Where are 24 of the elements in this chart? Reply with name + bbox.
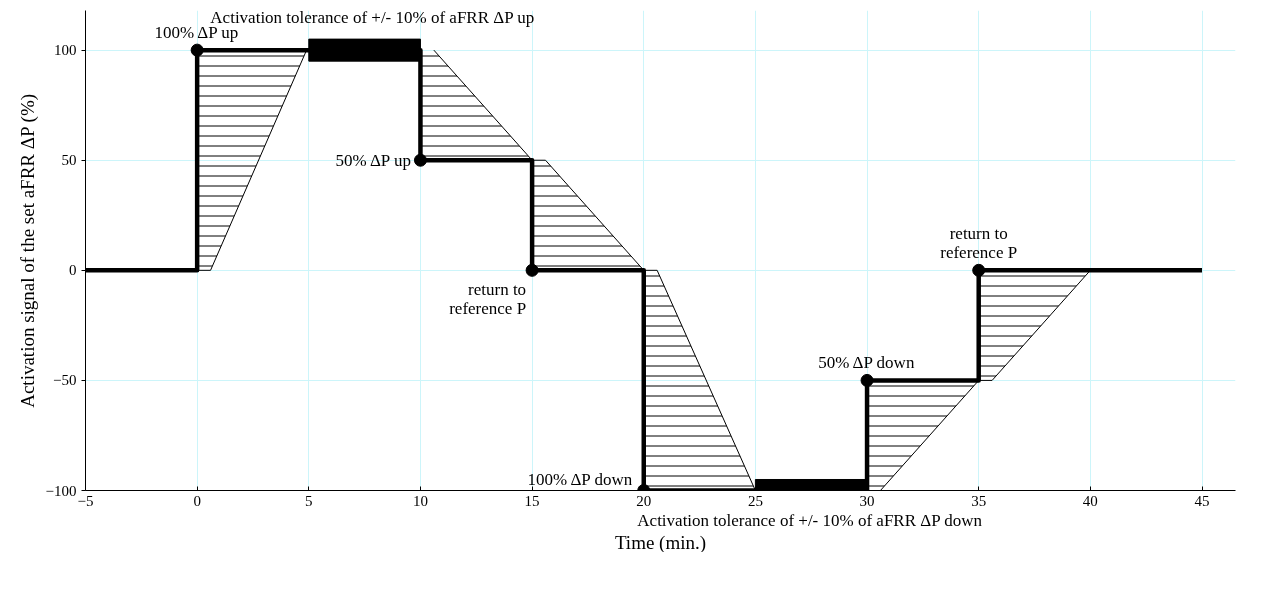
x-tick-label: 25 [747,492,763,509]
y-tick-label: 0 [69,262,77,279]
x-tick-label: 20 [636,492,652,509]
annotation: Activation tolerance of +/- 10% of aFRR ΔP down [637,510,983,530]
annotation: return to reference P [940,224,1018,263]
annotation: 50% ΔP down [818,353,915,373]
y-tick-label: −100 [45,482,77,499]
y-tick-label: 50 [61,152,77,169]
x-tick-label: 45 [1194,492,1210,509]
x-tick-label: 15 [524,492,540,509]
x-tick-label: 40 [1082,492,1098,509]
x-tick-label: 30 [859,492,875,509]
x-tick-label: 10 [412,492,428,509]
y-axis-title: Activation signal of the set aFRR ΔP (%) [16,93,39,408]
x-tick-label: 5 [305,492,313,509]
y-tick-label: −50 [53,372,77,389]
annotation: return to reference P [449,280,527,319]
annotation: 100% ΔP down [527,469,633,489]
y-tick-label: 100 [54,42,77,59]
x-tick-label: 0 [193,492,201,509]
x-tick-label: −5 [77,492,94,509]
x-tick-label: 35 [971,492,987,509]
x-axis-title: Time (min.) [614,531,707,554]
annotation: 50% ΔP up [335,150,411,170]
